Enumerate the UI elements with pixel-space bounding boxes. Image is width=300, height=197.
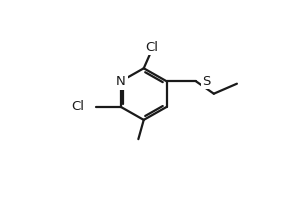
Text: N: N bbox=[116, 75, 125, 88]
Text: Cl: Cl bbox=[146, 41, 159, 54]
Text: S: S bbox=[202, 75, 211, 88]
Text: Cl: Cl bbox=[71, 100, 85, 113]
